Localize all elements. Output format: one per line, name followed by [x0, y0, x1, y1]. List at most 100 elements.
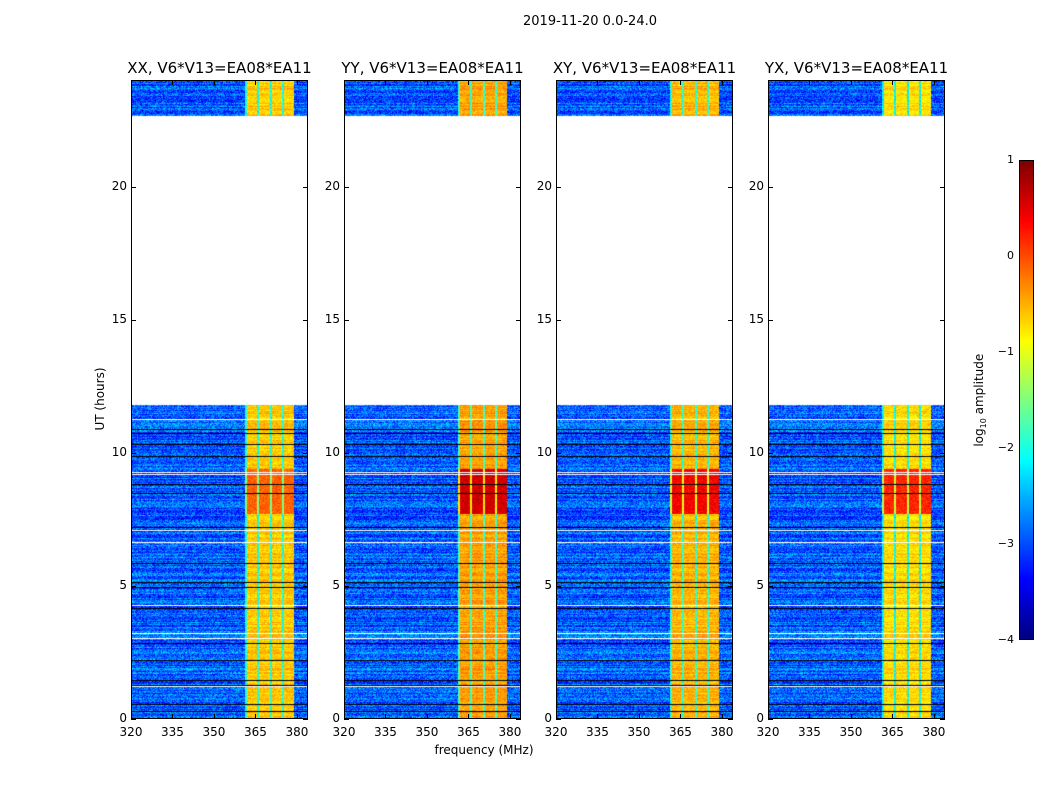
y-tick — [556, 452, 561, 454]
x-tick-label: 380 — [922, 725, 946, 739]
x-tick — [426, 714, 428, 719]
x-tick-label: 350 — [839, 725, 863, 739]
x-tick — [468, 714, 470, 719]
y-tick — [728, 585, 733, 587]
figure-title: 2019-11-20 0.0-24.0 — [523, 14, 657, 29]
y-tick-label: 15 — [324, 311, 340, 326]
y-tick-label: 0 — [756, 711, 764, 725]
x-tick — [255, 80, 257, 85]
y-axis-label: UT (hours) — [93, 367, 107, 431]
y-tick — [303, 585, 308, 587]
y-tick-label: 5 — [119, 577, 127, 592]
x-tick-label: 320 — [756, 725, 780, 739]
panel-title: YX, V6*V13=EA08*EA11 — [764, 59, 949, 77]
x-tick — [509, 714, 511, 719]
x-tick — [680, 714, 682, 719]
y-tick — [516, 186, 521, 188]
y-tick-label: 0 — [332, 711, 340, 725]
x-tick — [850, 80, 852, 85]
y-tick-label: 20 — [324, 178, 340, 193]
panel-title: YY, V6*V13=EA08*EA11 — [341, 59, 524, 77]
x-tick-label: 350 — [415, 725, 439, 739]
colorbar-tick-label: −2 — [997, 441, 1014, 454]
y-tick — [344, 452, 349, 454]
y-tick-label: 5 — [756, 577, 764, 592]
y-tick — [131, 186, 136, 188]
y-tick — [556, 719, 561, 720]
y-tick — [728, 186, 733, 188]
x-tick — [344, 714, 345, 719]
x-tick-label: 350 — [627, 725, 651, 739]
colorbar-tick-label: 1 — [1007, 153, 1014, 166]
y-tick — [940, 186, 945, 188]
y-tick — [344, 319, 349, 321]
x-tick-label: 380 — [710, 725, 734, 739]
y-tick-label: 20 — [536, 178, 552, 193]
x-tick — [426, 80, 428, 85]
x-tick — [809, 80, 811, 85]
heatmap-canvas — [132, 81, 307, 718]
x-tick — [638, 714, 640, 719]
colorbar-tick-label: −3 — [997, 537, 1014, 550]
x-tick — [556, 80, 557, 85]
y-tick — [768, 719, 773, 720]
y-tick — [940, 719, 945, 720]
x-tick — [213, 714, 215, 719]
x-tick — [385, 80, 387, 85]
panel-title: XY, V6*V13=EA08*EA11 — [552, 59, 737, 77]
x-tick — [933, 714, 935, 719]
x-tick-label: 320 — [119, 725, 143, 739]
heatmap-panel — [131, 80, 308, 719]
x-tick-label: 335 — [161, 725, 184, 739]
y-tick — [516, 719, 521, 720]
y-tick-label: 10 — [536, 444, 552, 459]
x-tick — [933, 80, 935, 85]
x-tick — [385, 714, 387, 719]
x-tick — [638, 80, 640, 85]
y-tick-label: 10 — [111, 444, 127, 459]
x-tick — [213, 80, 215, 85]
x-tick-label: 350 — [202, 725, 226, 739]
y-tick — [344, 585, 349, 587]
x-tick — [296, 80, 298, 85]
x-tick-label: 320 — [332, 725, 356, 739]
x-tick-label: 320 — [544, 725, 568, 739]
y-tick — [344, 719, 349, 720]
colorbar-label: log10 amplitude — [971, 353, 989, 447]
y-tick-label: 5 — [332, 577, 340, 592]
x-tick — [556, 714, 557, 719]
y-tick-label: 15 — [748, 311, 764, 326]
y-tick — [768, 585, 773, 587]
y-tick — [516, 452, 521, 454]
heatmap-canvas — [557, 81, 732, 718]
y-tick — [131, 319, 136, 321]
x-tick — [131, 80, 132, 85]
y-tick — [940, 452, 945, 454]
x-tick — [344, 80, 345, 85]
y-tick-label: 0 — [119, 711, 127, 725]
y-tick — [131, 719, 136, 720]
y-tick — [768, 319, 773, 321]
x-tick — [509, 80, 511, 85]
x-tick — [131, 714, 132, 719]
x-tick — [768, 714, 769, 719]
heatmap-panel — [556, 80, 733, 719]
x-tick — [597, 714, 599, 719]
x-tick-label: 380 — [285, 725, 309, 739]
panel-title: XX, V6*V13=EA08*EA11 — [127, 59, 312, 77]
y-tick — [303, 186, 308, 188]
x-tick — [768, 80, 769, 85]
y-tick-label: 15 — [111, 311, 127, 326]
y-tick — [768, 452, 773, 454]
y-tick-label: 10 — [748, 444, 764, 459]
heatmap-panel — [768, 80, 945, 719]
heatmap-canvas — [345, 81, 520, 718]
x-tick — [172, 80, 174, 85]
y-tick — [131, 452, 136, 454]
x-tick-label: 365 — [669, 725, 692, 739]
x-tick-label: 365 — [457, 725, 480, 739]
y-tick — [344, 186, 349, 188]
y-tick-label: 20 — [748, 178, 764, 193]
y-tick — [516, 585, 521, 587]
x-axis-label: frequency (MHz) — [434, 743, 534, 757]
